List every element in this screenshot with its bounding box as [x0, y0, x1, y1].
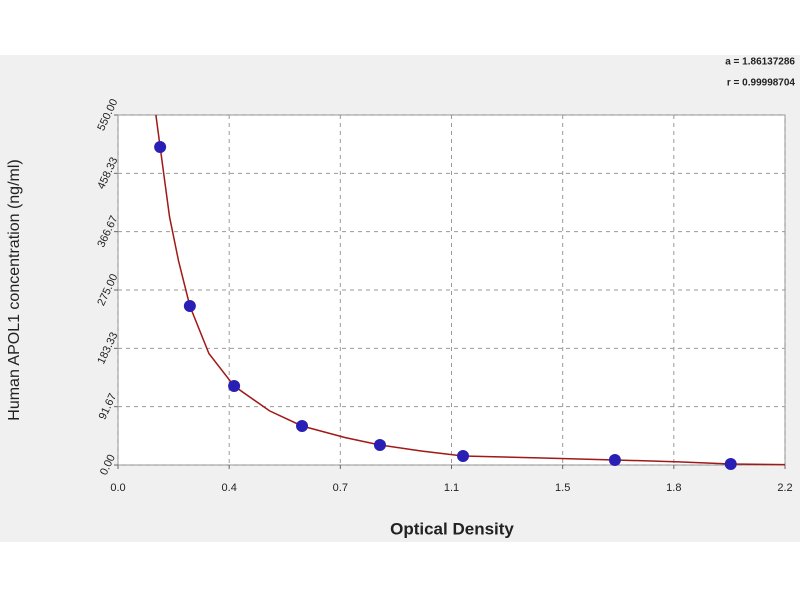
- y-axis-label: Human APOL1 concentration (ng/ml): [6, 159, 23, 420]
- data-point: [608, 453, 621, 466]
- fit-curve: [155, 114, 786, 466]
- data-point: [457, 450, 470, 463]
- x-tick-label: 0.7: [333, 482, 348, 494]
- data-point: [724, 457, 737, 470]
- x-tick-label: 2.2: [777, 482, 792, 494]
- annotation: r = 0.99998704: [727, 78, 796, 89]
- x-axis-label: Optical Density: [390, 519, 514, 538]
- data-point: [183, 299, 196, 312]
- x-tick-label: 1.5: [555, 482, 570, 494]
- data-point: [296, 419, 309, 432]
- annotation: a = 1.86137286: [725, 57, 795, 68]
- data-point: [373, 439, 386, 452]
- x-tick-label: 0.0: [110, 482, 125, 494]
- x-tick-label: 0.4: [222, 482, 237, 494]
- data-point: [154, 141, 167, 154]
- data-point: [228, 380, 241, 393]
- x-tick-label: 1.1: [444, 482, 459, 494]
- x-tick-label: 1.8: [666, 482, 681, 494]
